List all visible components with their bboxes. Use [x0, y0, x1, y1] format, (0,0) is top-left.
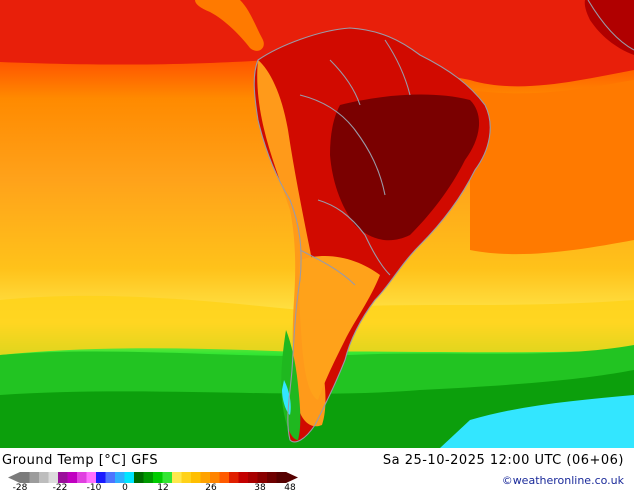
legend-swatch — [48, 472, 59, 483]
legend-swatch — [200, 472, 211, 483]
legend-tick-label: 0 — [122, 483, 128, 493]
legend-swatch — [134, 472, 144, 483]
legend-swatch — [124, 472, 135, 483]
legend-swatch — [276, 472, 287, 483]
patagonia-orange — [299, 255, 380, 400]
legend-color-bar — [8, 472, 298, 483]
legend-swatch — [181, 472, 192, 483]
color-legend: -28 -22 -10 0 12 26 38 48 — [8, 472, 298, 493]
atlantic-orange — [470, 80, 634, 255]
antarctic-cyan — [440, 395, 634, 448]
legend-swatch — [172, 472, 182, 483]
legend-swatch — [67, 472, 78, 483]
legend-tick-label: 48 — [284, 483, 296, 493]
legend-swatch — [153, 472, 163, 483]
legend-swatch — [115, 472, 125, 483]
legend-swatch — [229, 472, 239, 483]
legend-tick-label: 38 — [254, 483, 266, 493]
country-borders — [253, 0, 634, 443]
legend-swatch — [77, 472, 87, 483]
legend-swatch — [143, 472, 154, 483]
legend-swatch — [20, 472, 30, 483]
legend-swatch — [191, 472, 201, 483]
legend-swatch — [267, 472, 277, 483]
legend-swatch — [39, 472, 49, 483]
central-america-land — [195, 0, 264, 51]
forecast-date: Sa 25-10-2025 12:00 UTC (06+06) — [382, 453, 624, 468]
temperature-map — [0, 0, 634, 448]
legend-tick-label: 26 — [205, 483, 217, 493]
legend-swatch — [58, 472, 68, 483]
legend-tick-label: 12 — [157, 483, 169, 493]
legend-tick-label: -22 — [52, 483, 68, 493]
legend-swatch — [29, 472, 40, 483]
map-title: Ground Temp [°C] GFS — [2, 453, 159, 468]
legend-tick-label: -28 — [12, 483, 28, 493]
legend-swatch — [86, 472, 97, 483]
legend-swatch — [219, 472, 230, 483]
legend-right-arrow — [286, 472, 298, 483]
legend-tick-label: -10 — [86, 483, 102, 493]
brazil-hot-core — [330, 94, 480, 241]
weatheronline-credit-link[interactable]: ©weatheronline.co.uk — [501, 474, 624, 487]
legend-swatch — [105, 472, 116, 483]
map-footer: Ground Temp [°C] GFS Sa 25-10-2025 12:00… — [0, 448, 634, 493]
legend-swatch — [96, 472, 106, 483]
legend-swatch — [210, 472, 220, 483]
legend-left-arrow — [8, 472, 20, 483]
legend-swatch — [162, 472, 173, 483]
legend-swatch — [257, 472, 268, 483]
legend-swatch — [248, 472, 258, 483]
legend-swatch — [238, 472, 249, 483]
